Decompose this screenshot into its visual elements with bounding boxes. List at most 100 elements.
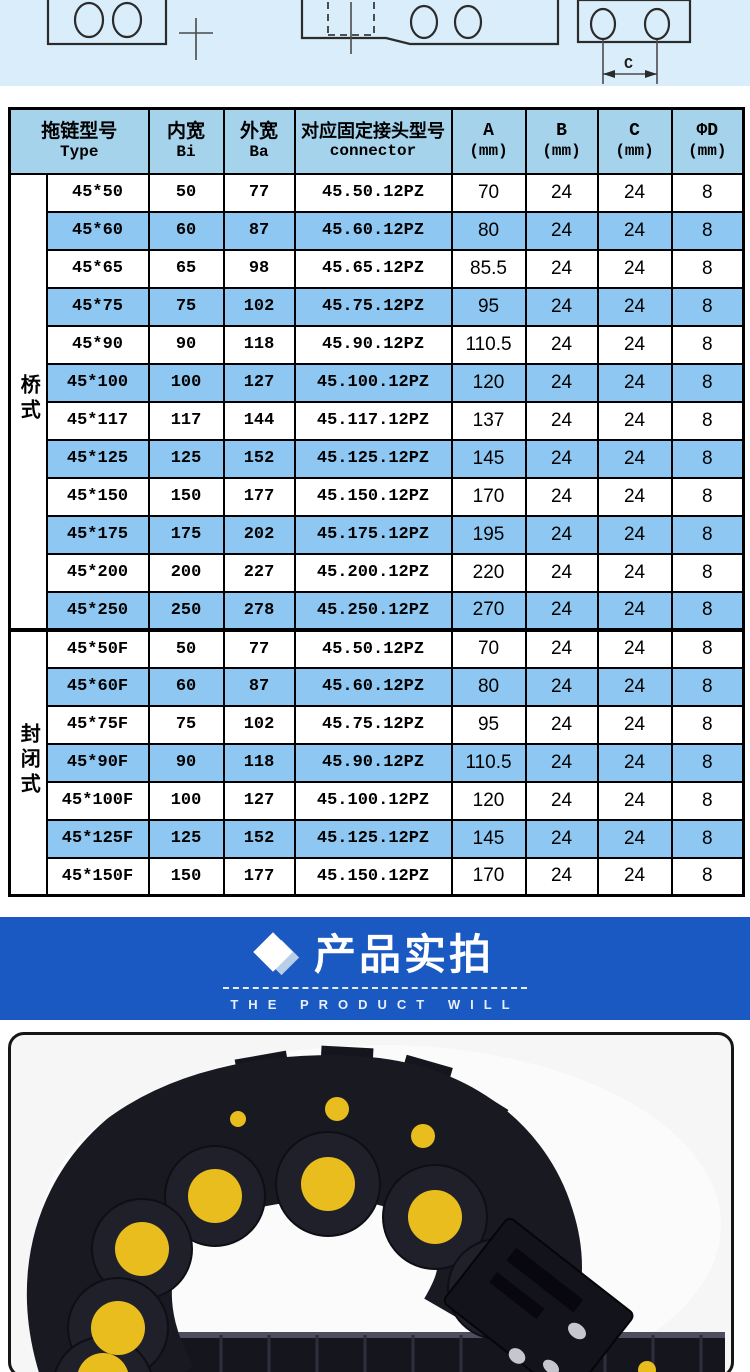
cell-connector: 45.117.12PZ — [293, 400, 453, 441]
cell-ba: 278 — [222, 590, 296, 631]
cell-b: 24 — [524, 590, 599, 631]
link-screw-yellow — [411, 1124, 435, 1148]
cell-d: 8 — [670, 476, 745, 517]
cell-connector: 45.200.12PZ — [293, 552, 453, 593]
table-row: 45*65 65 98 45.65.12PZ 85.5 24 24 8 — [9, 248, 745, 289]
header-ba-cn: 外宽 — [240, 120, 279, 142]
cell-bi: 175 — [147, 514, 225, 555]
cell-type: 45*200 — [45, 552, 150, 593]
header-a: A (mm) — [450, 107, 527, 175]
cell-a: 85.5 — [450, 248, 527, 289]
header-type-cn: 拖链型号 — [41, 120, 118, 142]
cell-a: 170 — [450, 856, 527, 897]
table-row: 45*200 200 227 45.200.12PZ 220 24 24 8 — [9, 552, 745, 593]
banner-subtitle: THE PRODUCT WILL — [230, 997, 520, 1012]
cell-d: 8 — [670, 514, 745, 555]
cell-ba: 177 — [222, 476, 296, 517]
table-row: 45*75 75 102 45.75.12PZ 95 24 24 8 — [9, 286, 745, 327]
banner-head: 产品实拍 — [0, 917, 750, 979]
cell-ba: 127 — [222, 780, 296, 821]
cell-c: 24 — [596, 172, 673, 213]
cell-d: 8 — [670, 666, 745, 707]
cell-ba: 118 — [222, 742, 296, 783]
cell-d: 8 — [670, 742, 745, 783]
table-row: 45*100 100 127 45.100.12PZ 120 24 24 8 — [9, 362, 745, 403]
cell-a: 145 — [450, 438, 527, 479]
link-dot-yellow — [301, 1157, 355, 1211]
spec-table-body: 桥式 45*50 50 77 45.50.12PZ 70 24 24 8 45*60 60 87 45.… — [8, 172, 745, 897]
cell-a: 110.5 — [450, 324, 527, 365]
product-photo-frame — [8, 1032, 734, 1372]
cell-a: 70 — [450, 172, 527, 213]
header-b-unit: (mm) — [542, 142, 581, 161]
header-connector: 对应固定接头型号 connector — [293, 107, 453, 175]
cell-bi: 90 — [147, 324, 225, 365]
cell-connector: 45.90.12PZ — [293, 742, 453, 783]
cell-ba: 152 — [222, 438, 296, 479]
cell-b: 24 — [524, 286, 599, 327]
table-row: 45*60F 60 87 45.60.12PZ 80 24 24 8 — [9, 666, 745, 707]
cell-b: 24 — [524, 514, 599, 555]
cell-bi: 125 — [147, 438, 225, 479]
cell-c: 24 — [596, 627, 673, 669]
cell-c: 24 — [596, 248, 673, 289]
cell-ba: 177 — [222, 856, 296, 897]
cell-d: 8 — [670, 627, 745, 669]
cell-connector: 45.100.12PZ — [293, 362, 453, 403]
cell-type: 45*90F — [45, 742, 150, 783]
cell-b: 24 — [524, 627, 599, 669]
cell-d: 8 — [670, 210, 745, 251]
cell-connector: 45.100.12PZ — [293, 780, 453, 821]
table-row: 45*250 250 278 45.250.12PZ 270 24 24 8 — [9, 590, 745, 631]
header-bi-en: Bi — [176, 142, 196, 161]
cell-bi: 60 — [147, 210, 225, 251]
bracket-screw — [508, 1348, 526, 1364]
table-row: 45*125 125 152 45.125.12PZ 145 24 24 8 — [9, 438, 745, 479]
header-type-en: Type — [60, 142, 99, 161]
cell-c: 24 — [596, 362, 673, 403]
cell-bi: 200 — [147, 552, 225, 593]
cell-connector: 45.50.12PZ — [293, 172, 453, 213]
banner-dashed-divider — [223, 987, 527, 989]
cell-c: 24 — [596, 514, 673, 555]
cell-bi: 75 — [147, 286, 225, 327]
link-screw-yellow — [230, 1111, 246, 1127]
cell-type: 45*50F — [45, 627, 150, 669]
cell-type: 45*100 — [45, 362, 150, 403]
cell-b: 24 — [524, 438, 599, 479]
cell-bi: 65 — [147, 248, 225, 289]
header-ba-en: Ba — [249, 142, 269, 161]
group-label-text: 封闭式 — [17, 722, 40, 798]
cell-bi: 150 — [147, 476, 225, 517]
header-b-letter: B — [556, 120, 567, 141]
header-c-unit: (mm) — [615, 142, 654, 161]
cell-b: 24 — [524, 552, 599, 593]
bracket-screw — [543, 1359, 559, 1372]
cell-bi: 100 — [147, 362, 225, 403]
cell-connector: 45.75.12PZ — [293, 286, 453, 327]
cell-c: 24 — [596, 856, 673, 897]
cell-a: 110.5 — [450, 742, 527, 783]
cell-type: 45*150F — [45, 856, 150, 897]
cell-bi: 117 — [147, 400, 225, 441]
cell-b: 24 — [524, 666, 599, 707]
banner-title: 产品实拍 — [313, 931, 494, 978]
cell-c: 24 — [596, 210, 673, 251]
header-connector-cn: 对应固定接头型号 — [301, 121, 446, 142]
cell-ba: 102 — [222, 286, 296, 327]
cell-connector: 45.125.12PZ — [293, 438, 453, 479]
header-ba: 外宽 Ba — [222, 107, 296, 175]
cell-type: 45*50 — [45, 172, 150, 213]
cell-type: 45*117 — [45, 400, 150, 441]
cell-d: 8 — [670, 248, 745, 289]
cell-d: 8 — [670, 362, 745, 403]
cell-a: 95 — [450, 286, 527, 327]
cell-a: 195 — [450, 514, 527, 555]
cell-ba: 87 — [222, 666, 296, 707]
cell-connector: 45.150.12PZ — [293, 856, 453, 897]
table-row: 45*90 90 118 45.90.12PZ 110.5 24 24 8 — [9, 324, 745, 365]
cell-type: 45*250 — [45, 590, 150, 631]
cell-c: 24 — [596, 818, 673, 859]
cell-d: 8 — [670, 552, 745, 593]
table-row: 45*60 60 87 45.60.12PZ 80 24 24 8 — [9, 210, 745, 251]
